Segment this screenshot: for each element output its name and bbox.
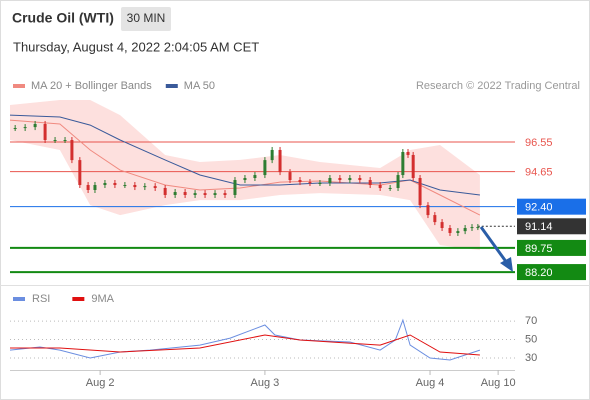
legend-label: MA 20 + Bollinger Bands (31, 80, 152, 92)
candle-body (53, 140, 57, 142)
candle-body (33, 123, 37, 128)
candle-body (63, 140, 67, 142)
candle-body (388, 187, 392, 189)
candle-body (113, 182, 117, 186)
candle-body (368, 180, 372, 186)
candle-body (401, 152, 405, 176)
level-label: 91.14 (525, 221, 553, 233)
candle-body (253, 175, 257, 179)
candle-body (348, 178, 352, 181)
candle-body (288, 172, 292, 181)
level-label: 89.75 (525, 243, 553, 255)
candle-body (103, 182, 107, 186)
candle-body (163, 187, 167, 195)
candle-body (43, 123, 47, 141)
candle-body (143, 186, 147, 188)
candle-body (418, 178, 422, 206)
x-tick-label: Aug 4 (416, 377, 445, 389)
candle-body (78, 160, 82, 186)
y-tick-label: 30 (525, 352, 537, 364)
level-label: 96.55 (525, 137, 553, 149)
candle-body (440, 222, 444, 228)
moving-average (9, 114, 480, 196)
candle-body (233, 180, 237, 195)
level-label: 92.40 (525, 202, 553, 214)
candle-body (358, 178, 362, 181)
legend-label: RSI (32, 293, 50, 305)
candle-body (328, 178, 332, 183)
timeframe: 30 MIN (127, 11, 166, 25)
title: Crude Oil (WTI) (12, 10, 114, 26)
x-tick-label: Aug 2 (86, 377, 115, 389)
legend-swatch (13, 84, 25, 88)
candle-body (456, 231, 460, 233)
arrow-head (500, 257, 513, 272)
credit: Research © 2022 Trading Central (416, 80, 580, 92)
legend-swatch (13, 297, 25, 301)
candle-body (13, 128, 17, 130)
candle-body (263, 160, 267, 176)
rsi-line (9, 318, 481, 361)
legend-swatch (165, 84, 178, 88)
candle-body (406, 152, 410, 155)
candle-body (243, 178, 247, 181)
candle-body (463, 228, 467, 232)
candle-body (338, 178, 342, 181)
rsi-line (10, 334, 480, 356)
candle-body (298, 180, 302, 183)
candle-body (93, 185, 97, 190)
candle-body (23, 127, 27, 129)
candle-body (70, 140, 74, 161)
candle-body (223, 193, 227, 195)
candle-body (411, 154, 415, 179)
level-label: 88.20 (525, 267, 553, 279)
y-tick-label: 50 (525, 333, 537, 345)
candle-body (318, 182, 322, 184)
candle-body (203, 193, 207, 195)
level-label: 94.65 (525, 167, 553, 179)
legend-label: MA 50 (184, 80, 215, 92)
candle-body (448, 228, 452, 233)
candle-body (133, 185, 137, 188)
candle-body (270, 149, 274, 161)
candle-body (433, 215, 437, 223)
candle-body (278, 149, 282, 173)
candle-body (470, 227, 474, 229)
candle-body (173, 192, 177, 195)
candle-body (213, 193, 217, 195)
candle-body (123, 185, 127, 187)
x-tick-label: Aug 3 (251, 377, 280, 389)
candle-body (476, 227, 480, 229)
candle-body (86, 185, 90, 190)
timeframe-badge (121, 7, 171, 31)
candle-body (183, 192, 187, 195)
timestamp: Thursday, August 4, 2022 2:04:05 AM CET (13, 39, 259, 54)
candle-body (153, 186, 157, 188)
candle-body (193, 193, 197, 195)
legend-label: 9MA (91, 293, 114, 305)
legend-swatch (72, 297, 85, 301)
candle-body (378, 185, 382, 188)
level-tag (517, 218, 586, 235)
forecast-arrow (479, 226, 513, 272)
level-tag (517, 198, 586, 215)
level-tag (517, 239, 586, 256)
arrow-shaft (479, 226, 509, 264)
y-tick-label: 70 (525, 315, 537, 327)
x-tick-label: Aug 10 (481, 377, 516, 389)
level-tag (517, 264, 586, 281)
candle-body (396, 175, 400, 188)
candle-body (308, 182, 312, 184)
candle-body (426, 205, 430, 216)
